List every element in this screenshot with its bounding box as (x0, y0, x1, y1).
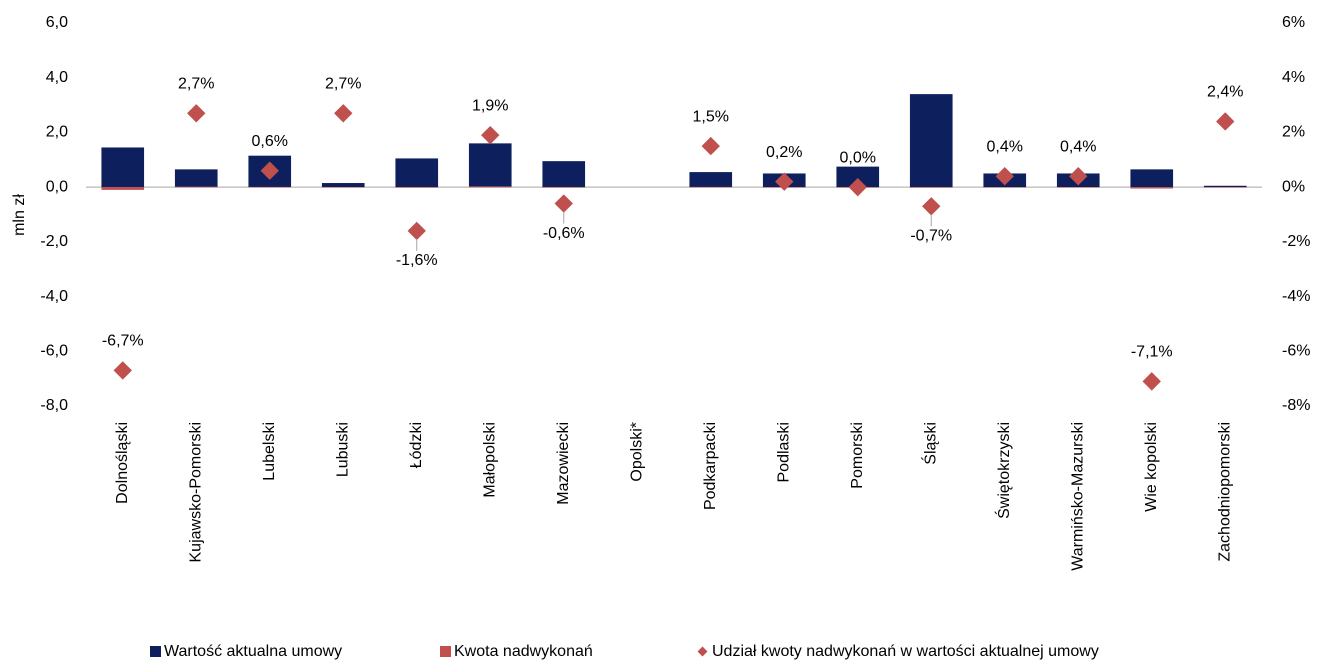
bar (101, 147, 145, 188)
bar (101, 187, 145, 190)
data-label: 0,2% (766, 144, 802, 161)
y2-tick-label: -8% (1282, 397, 1310, 414)
diamond-marker (701, 136, 720, 156)
data-label: 2,4% (1207, 84, 1243, 101)
x-tick-label: Zachodniopomorski (1216, 422, 1233, 562)
data-label: -6,7% (102, 333, 144, 350)
bar (174, 186, 218, 188)
data-label: 2,7% (325, 75, 361, 92)
data-label: 1,5% (693, 108, 729, 125)
x-tick-label: Dolnośląski (114, 422, 131, 504)
x-tick-label: Pomorski (849, 422, 866, 489)
y2-tick-label: 0% (1282, 178, 1305, 195)
bar (909, 187, 953, 188)
bar (395, 158, 439, 188)
legend-label: Kwota nadwykonań (454, 643, 593, 660)
x-tick-label: Śląski (920, 422, 939, 465)
diamond-marker (554, 194, 573, 213)
bar (174, 169, 218, 188)
diamond-marker (334, 104, 353, 123)
x-tick-label: Lubuski (334, 422, 351, 477)
bar (542, 161, 586, 188)
diamond-marker (995, 167, 1014, 186)
diamond-marker (1069, 167, 1088, 186)
bar (468, 186, 512, 188)
y-tick-label: 4,0 (46, 69, 68, 86)
data-label: 1,9% (472, 97, 508, 114)
x-tick-label: Podkarpacki (702, 422, 719, 510)
x-tick-label: Opolski* (628, 422, 645, 482)
x-tick-label: Warmińsko-Mazurski (1069, 422, 1086, 571)
bar (1203, 187, 1247, 188)
diamond-marker (481, 125, 500, 145)
y2-tick-label: 2% (1282, 124, 1305, 141)
bar (689, 172, 733, 188)
data-label: 0,4% (1060, 138, 1096, 155)
y-tick-label: 0,0 (46, 178, 68, 195)
diamond-marker (113, 361, 132, 380)
x-tick-label: Małopolski (481, 422, 498, 498)
y2-tick-label: -4% (1282, 288, 1310, 305)
x-tick-label: Mazowiecki (555, 422, 572, 505)
x-tick-label: Łódzki (408, 422, 425, 468)
data-label: 0,6% (252, 133, 288, 150)
y2-tick-label: 4% (1282, 69, 1305, 86)
diamond-marker (848, 177, 867, 197)
x-tick-label: Lubelski (261, 422, 278, 481)
data-label: 0,0% (840, 149, 876, 166)
x-tick-label: Kujawsko-Pomorski (187, 422, 204, 562)
x-tick-label: Wie kopolski (1143, 422, 1160, 512)
x-tick-label: Świętokrzyski (994, 422, 1013, 519)
diamond-marker (922, 197, 941, 216)
bar (1203, 185, 1247, 188)
data-label: -0,6% (543, 225, 585, 242)
bar (1056, 187, 1100, 188)
data-label: -1,6% (396, 252, 438, 269)
diamond-marker (260, 161, 279, 180)
legend-swatch (440, 646, 451, 657)
y-axis-title: mln zł (11, 194, 28, 236)
diamond-marker (1216, 112, 1235, 131)
y-tick-label: 6,0 (46, 14, 68, 31)
y-tick-label: -4,0 (40, 288, 68, 305)
y-tick-label: -8,0 (40, 397, 68, 414)
y-tick-label: 2,0 (46, 124, 68, 141)
bar (321, 183, 365, 188)
bar (542, 187, 586, 188)
diamond-marker (407, 221, 426, 241)
bar (1130, 169, 1174, 188)
diamond-marker (187, 104, 206, 123)
bar (468, 143, 512, 188)
legend-label: Wartość aktualna umowy (164, 643, 342, 660)
bar (909, 94, 953, 188)
y2-tick-label: 6% (1282, 14, 1305, 31)
x-tick-label: Podlaski (775, 422, 792, 482)
bar (689, 186, 733, 188)
legend-label: Udział kwoty nadwykonań w wartości aktua… (712, 643, 1099, 660)
diamond-marker (1142, 372, 1161, 391)
y2-tick-label: -6% (1282, 343, 1310, 360)
bar (321, 187, 365, 188)
data-label: 2,7% (178, 75, 214, 92)
bar (1130, 187, 1174, 189)
diamond-marker (775, 172, 794, 191)
y2-tick-label: -2% (1282, 233, 1310, 250)
data-label: -0,7% (910, 228, 952, 245)
legend-swatch (697, 646, 708, 657)
bar (983, 187, 1027, 188)
y-tick-label: -6,0 (40, 343, 68, 360)
data-label: -7,1% (1131, 344, 1173, 361)
legend-swatch (150, 646, 161, 657)
bar (836, 166, 880, 188)
bar (395, 187, 439, 188)
y-tick-label: -2,0 (40, 233, 68, 250)
data-label: 0,4% (987, 138, 1023, 155)
bar (248, 186, 292, 188)
